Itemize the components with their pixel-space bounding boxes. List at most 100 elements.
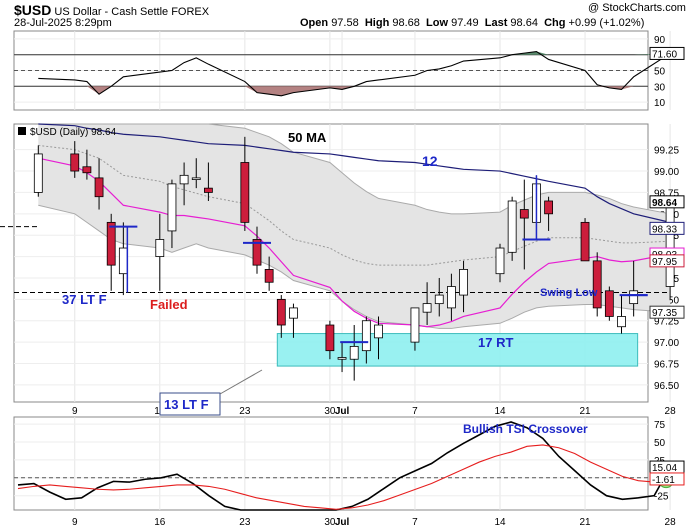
candle-body <box>349 345 359 360</box>
candle-body <box>361 320 371 352</box>
candle-body <box>410 307 420 343</box>
exchange: FOREX <box>171 6 210 18</box>
last-value: 98.64 <box>510 17 538 29</box>
high-label: High <box>364 17 390 29</box>
price-last-label: 98.64 <box>652 198 677 209</box>
annotation-17-rt: 17 RT <box>478 335 513 350</box>
rsi-line <box>38 50 671 97</box>
candle-body <box>422 303 432 313</box>
ma50-label: 50 MA <box>288 130 327 145</box>
ma50-line <box>38 123 671 223</box>
candle-body <box>446 286 456 309</box>
rsi-tick-label: 30 <box>654 82 666 93</box>
price-tick-label: 99.25 <box>654 146 679 157</box>
x-tick-label: 16 <box>154 517 166 528</box>
rsi-tick-label: 10 <box>654 98 666 109</box>
candle-body <box>276 298 286 326</box>
candle-body <box>629 290 639 305</box>
rsi-last-box <box>649 46 685 60</box>
tsi-tick-label: -25 <box>654 492 669 503</box>
chart-datetime: 28-Jul-2025 8:29pm <box>14 17 112 29</box>
price-legend: $USD (Daily) 98.64 <box>30 127 117 138</box>
candle-body <box>374 324 383 339</box>
annotation-failed: Failed <box>150 297 188 312</box>
tsi-signal-line <box>17 444 671 510</box>
candle-body <box>507 200 517 253</box>
x-tick-label: 9 <box>72 517 78 528</box>
candle-body <box>94 177 104 198</box>
x-tick-label: 28 <box>665 406 677 417</box>
high-value: 98.68 <box>392 17 420 29</box>
candle-body <box>519 209 529 219</box>
candle-body <box>289 307 298 319</box>
tsi-tick-label: 50 <box>654 438 666 449</box>
candle-body <box>580 221 590 262</box>
x-tick-label: 14 <box>494 406 506 417</box>
candle-body <box>167 183 177 232</box>
tsi-last-box <box>649 472 685 486</box>
price-last-box <box>649 305 685 319</box>
candle-body <box>337 357 347 360</box>
candle-body <box>191 177 201 181</box>
candle-body <box>544 200 553 215</box>
candle-body <box>617 316 626 328</box>
price-tick-label: 97.25 <box>654 317 679 328</box>
instrument-name: US Dollar - Cash Settle <box>54 6 169 18</box>
candle-body <box>155 239 165 257</box>
price-tick-label: 96.50 <box>654 381 679 392</box>
x-tick-label: 30 <box>324 517 336 528</box>
tsi-last-label: -1.61 <box>652 475 675 486</box>
candle-body <box>203 187 213 193</box>
price-last-box <box>649 254 685 268</box>
ma-short-line <box>38 157 671 328</box>
copyright: @ StockCharts.com <box>588 2 686 14</box>
candle-body <box>459 269 468 296</box>
x-tick-label: 21 <box>579 406 591 417</box>
candle-body <box>106 221 116 266</box>
x-tick-label: Jul <box>335 517 350 528</box>
open-value: 97.58 <box>331 17 359 29</box>
legend-swatch <box>18 127 26 135</box>
chart-header: $USD US Dollar - Cash Settle FOREX <box>14 2 209 18</box>
annotation-13-lt-f: 13 LT F <box>164 397 209 412</box>
band-upper-line <box>38 123 671 215</box>
annotation-13-box <box>159 392 221 416</box>
price-last-label: 97.35 <box>652 308 677 319</box>
price-tick-label: 97.00 <box>654 338 679 349</box>
chg-label: Chg <box>544 17 566 29</box>
price-last-label: 97.95 <box>652 257 677 268</box>
price-last-box <box>649 195 685 209</box>
rsi-tick-label: 90 <box>654 35 666 46</box>
x-tick-label: 7 <box>412 406 418 417</box>
price-last-box <box>649 221 685 235</box>
x-tick-label: 23 <box>239 517 251 528</box>
symbol: $USD <box>14 2 52 18</box>
candle-body <box>240 162 250 223</box>
x-tick-label: 14 <box>494 517 506 528</box>
tsi-tick-label: 75 <box>654 420 666 431</box>
candle-body <box>592 260 602 309</box>
support-zone <box>276 333 639 367</box>
candle-body <box>252 239 262 266</box>
rsi-last-label: 71.60 <box>652 49 677 60</box>
rsi-tick-label: 50 <box>654 67 666 78</box>
price-tick-label: 98.75 <box>654 188 679 199</box>
candle-body <box>118 247 128 275</box>
candle-body <box>325 324 335 352</box>
candle-body <box>495 247 505 275</box>
candle-body <box>70 153 80 172</box>
x-tick-label: 23 <box>239 406 251 417</box>
band-mid-line <box>38 144 671 266</box>
last-label: Last <box>484 17 508 29</box>
candle-body <box>264 269 274 283</box>
price-tick-label: 96.75 <box>654 360 679 371</box>
x-tick-label: 28 <box>665 517 677 528</box>
annotation-37-lt-f: 37 LT F <box>62 292 107 307</box>
candle-body <box>33 153 43 193</box>
annotation-12: 12 <box>422 153 438 169</box>
tsi-last-label: 15.04 <box>652 463 677 474</box>
x-tick-label: 30 <box>324 406 336 417</box>
annotation-swing-low: Swing Low <box>540 287 598 299</box>
candle-body <box>434 294 444 305</box>
